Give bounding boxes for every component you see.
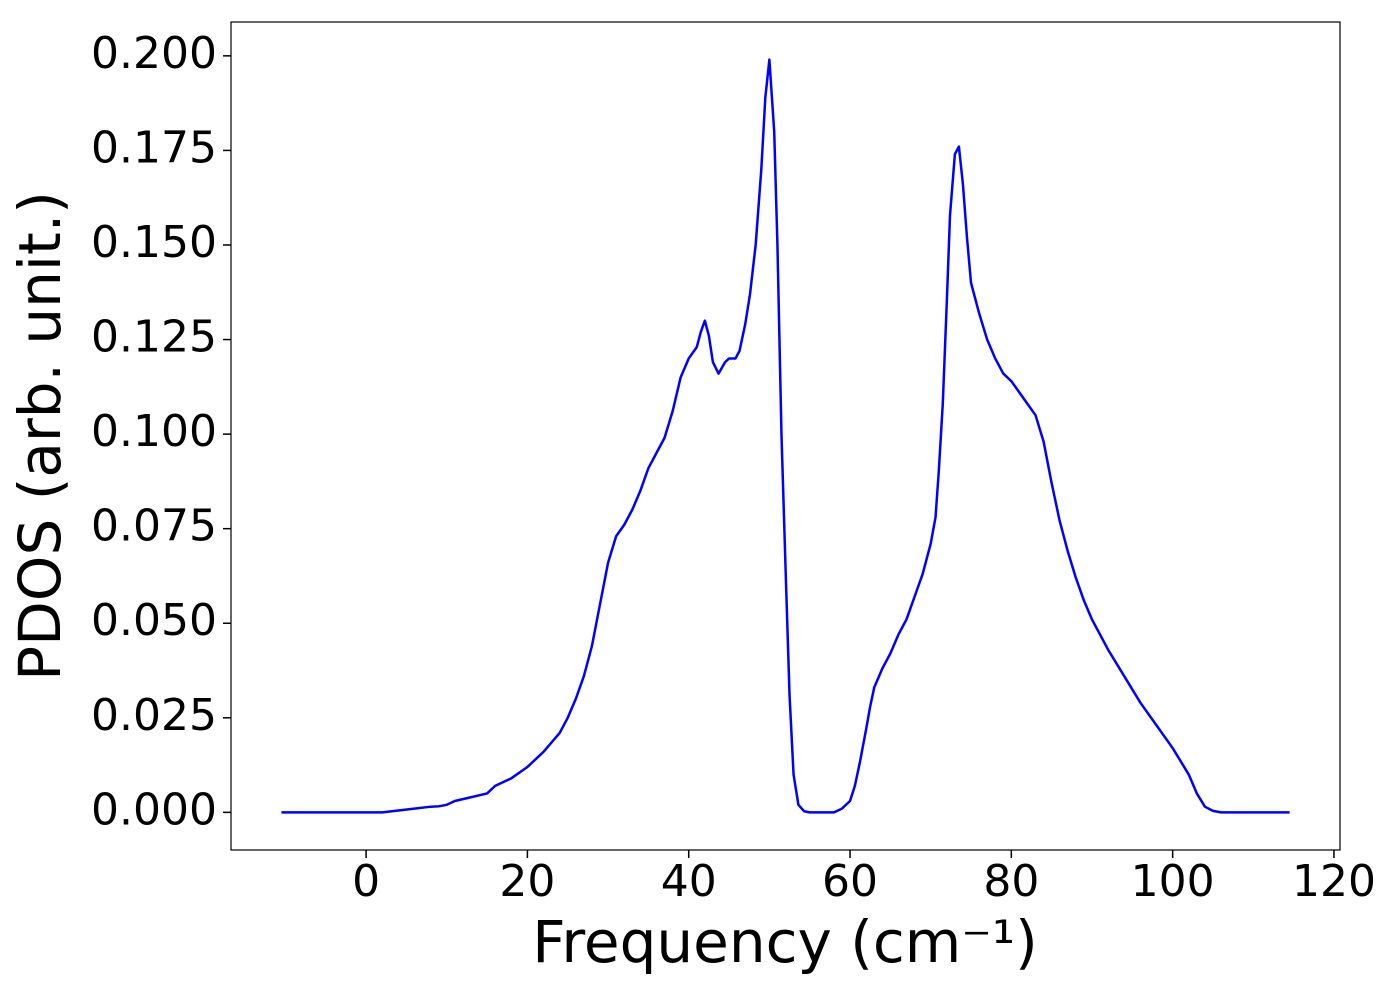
y-tick-label: 0.050	[91, 595, 217, 646]
x-tick-label: 100	[1131, 856, 1215, 907]
x-tick-label: 60	[822, 856, 878, 907]
x-tick-label: 20	[499, 856, 555, 907]
x-tick-label: 80	[983, 856, 1039, 907]
y-tick-label: 0.075	[91, 501, 217, 552]
y-axis-label: PDOS (arb. unit.)	[6, 191, 74, 681]
x-tick-label: 40	[661, 856, 717, 907]
y-tick-label: 0.175	[91, 122, 217, 173]
y-tick-label: 0.200	[91, 28, 217, 79]
y-tick-label: 0.100	[91, 406, 217, 457]
y-tick-label: 0.150	[91, 217, 217, 268]
line	[281, 58, 1290, 814]
x-tick-label: 120	[1292, 856, 1376, 907]
x-axis-label: Frequency (cm⁻¹)	[532, 908, 1038, 976]
y-tick-label: 0.125	[91, 312, 217, 363]
y-tick-label: 0.000	[91, 784, 217, 835]
y-tick-label: 0.025	[91, 690, 217, 741]
x-tick-label: 0	[352, 856, 380, 907]
plot-frame	[230, 21, 1341, 851]
